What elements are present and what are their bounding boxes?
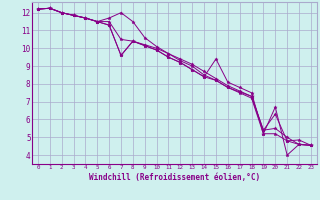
X-axis label: Windchill (Refroidissement éolien,°C): Windchill (Refroidissement éolien,°C)	[89, 173, 260, 182]
